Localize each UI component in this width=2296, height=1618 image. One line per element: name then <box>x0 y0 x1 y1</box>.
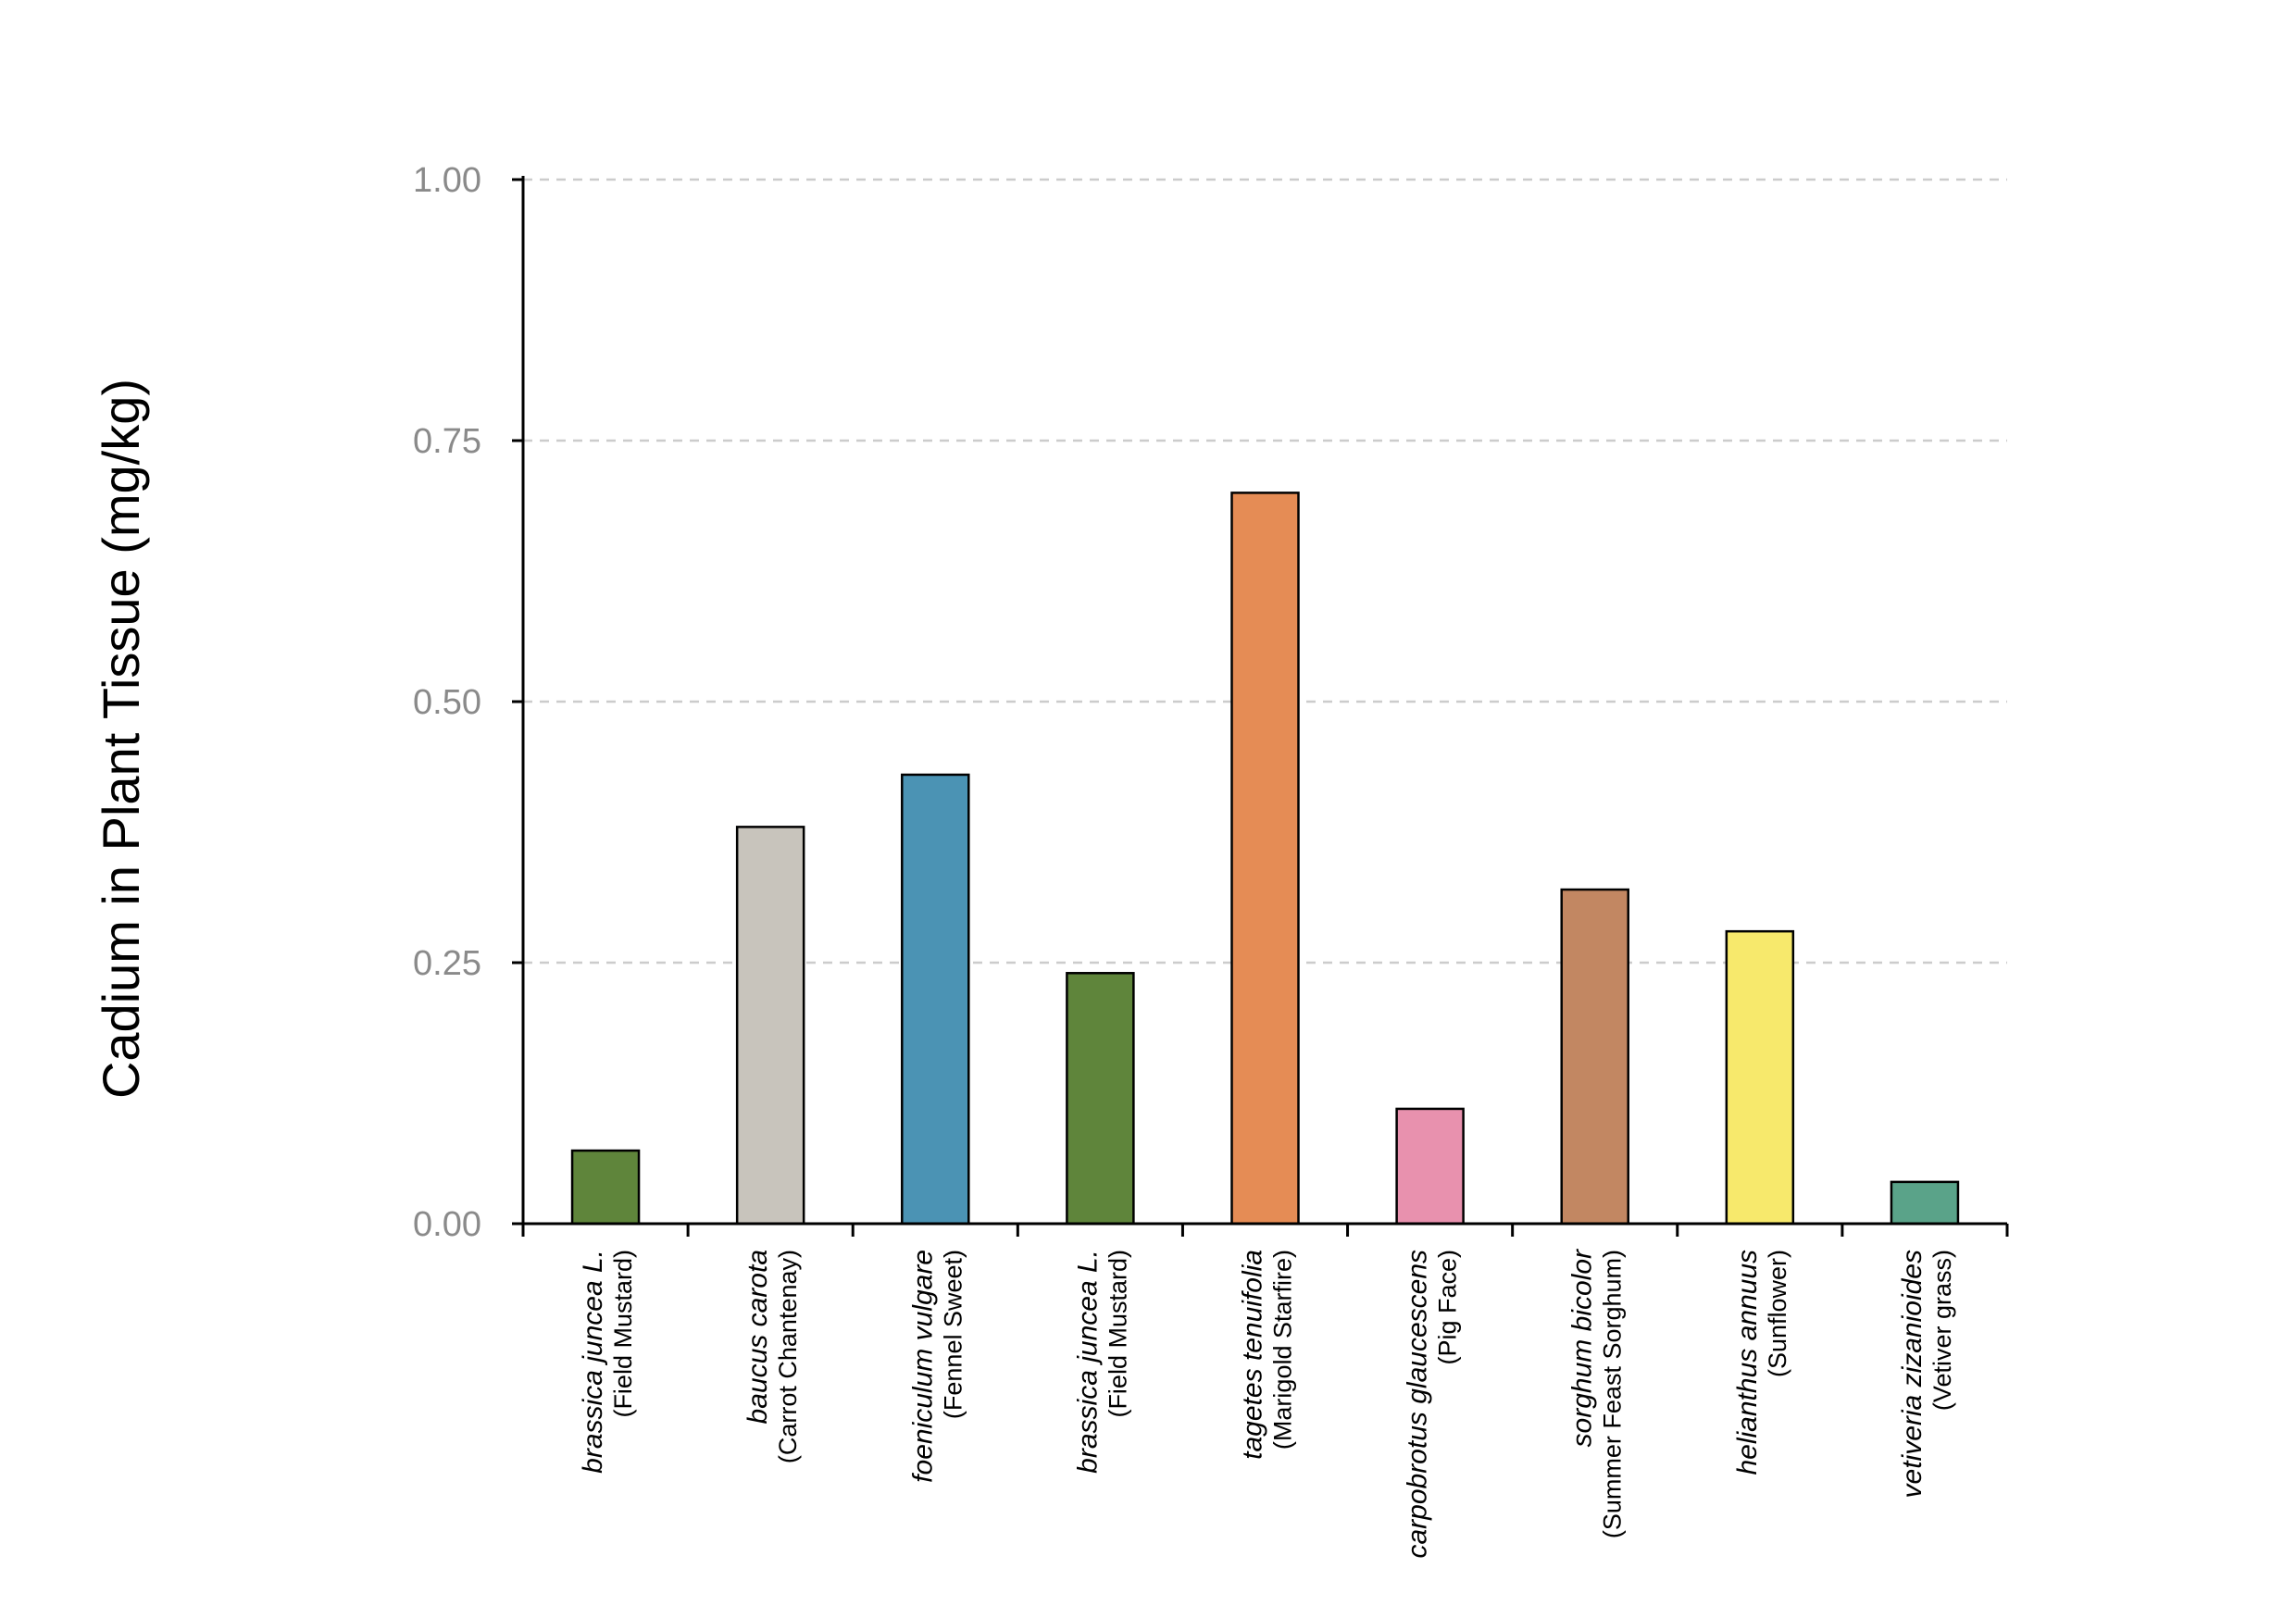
y-axis-ticks: 0.00 0.25 0.50 0.75 1.00 <box>413 161 523 1244</box>
x-category-label: brassica juncea L. (Field Mustard) <box>1072 1250 1131 1474</box>
x-category-label: baucus carota (Carrot Chantenay) <box>742 1250 802 1463</box>
x-category-label: helianthus annuus (Sunflower) <box>1732 1250 1791 1475</box>
category-common-name: (Pig Face) <box>1434 1250 1462 1365</box>
category-common-name: (Sunflower) <box>1764 1250 1791 1377</box>
category-scientific-name: baucus carota <box>742 1250 773 1424</box>
x-category-label: foeniculum vulgare (Fennel Sweet) <box>907 1250 967 1483</box>
bar <box>735 826 805 1226</box>
category-scientific-name: brassica juncea L. <box>578 1250 608 1474</box>
y-tick-label: 1.00 <box>413 161 481 200</box>
bars <box>570 492 1960 1226</box>
x-category-label: tagetes tenuifolia (Marigold Starfire) <box>1238 1250 1297 1460</box>
category-scientific-name: helianthus annuus <box>1732 1250 1763 1475</box>
category-scientific-name: foeniculum vulgare <box>907 1250 938 1483</box>
x-category-label: brassica juncea L. (Field Mustard) <box>578 1250 637 1474</box>
x-category-label: vetiveria zizanioides (Vetiver grass) <box>1897 1250 1956 1498</box>
y-tick-label: 0.00 <box>413 1205 481 1244</box>
category-scientific-name: tagetes tenuifolia <box>1238 1250 1268 1460</box>
x-axis-labels: brassica juncea L. (Field Mustard) baucus … <box>521 1224 2009 1559</box>
bar <box>1890 1180 1960 1226</box>
y-tick-label: 0.50 <box>413 683 481 722</box>
bar <box>1725 929 1795 1226</box>
category-common-name: (Fennel Sweet) <box>939 1250 967 1419</box>
x-category-label: carpobrotus glaucescens (Pig Face) <box>1403 1250 1462 1559</box>
category-scientific-name: brassica juncea L. <box>1072 1250 1103 1474</box>
category-scientific-name: vetiveria zizanioides <box>1897 1250 1928 1498</box>
category-common-name: (Summer Feast Sorghum) <box>1599 1250 1627 1538</box>
axes <box>521 176 2007 1226</box>
category-common-name: (Field Mustard) <box>1104 1250 1131 1418</box>
category-scientific-name: carpobrotus glaucescens <box>1403 1250 1433 1559</box>
y-tick-label: 0.25 <box>413 944 481 983</box>
bar <box>570 1149 641 1226</box>
category-common-name: (Field Mustard) <box>609 1250 637 1418</box>
category-common-name: (Marigold Starfire) <box>1269 1250 1297 1450</box>
category-scientific-name: sorghum bicolor <box>1567 1249 1598 1447</box>
x-category-label: sorghum bicolor (Summer Feast Sorghum) <box>1567 1249 1627 1538</box>
bar <box>1395 1107 1465 1226</box>
y-tick-label: 0.75 <box>413 422 481 461</box>
category-common-name: (Carrot Chantenay) <box>774 1250 802 1463</box>
bar <box>901 773 970 1226</box>
y-axis-title: Cadium in Plant Tissue (mg/kg) <box>92 379 150 1099</box>
category-common-name: (Vetiver grass) <box>1928 1250 1956 1411</box>
bar <box>1560 888 1629 1226</box>
bar <box>1230 492 1300 1226</box>
bar <box>1066 972 1135 1226</box>
